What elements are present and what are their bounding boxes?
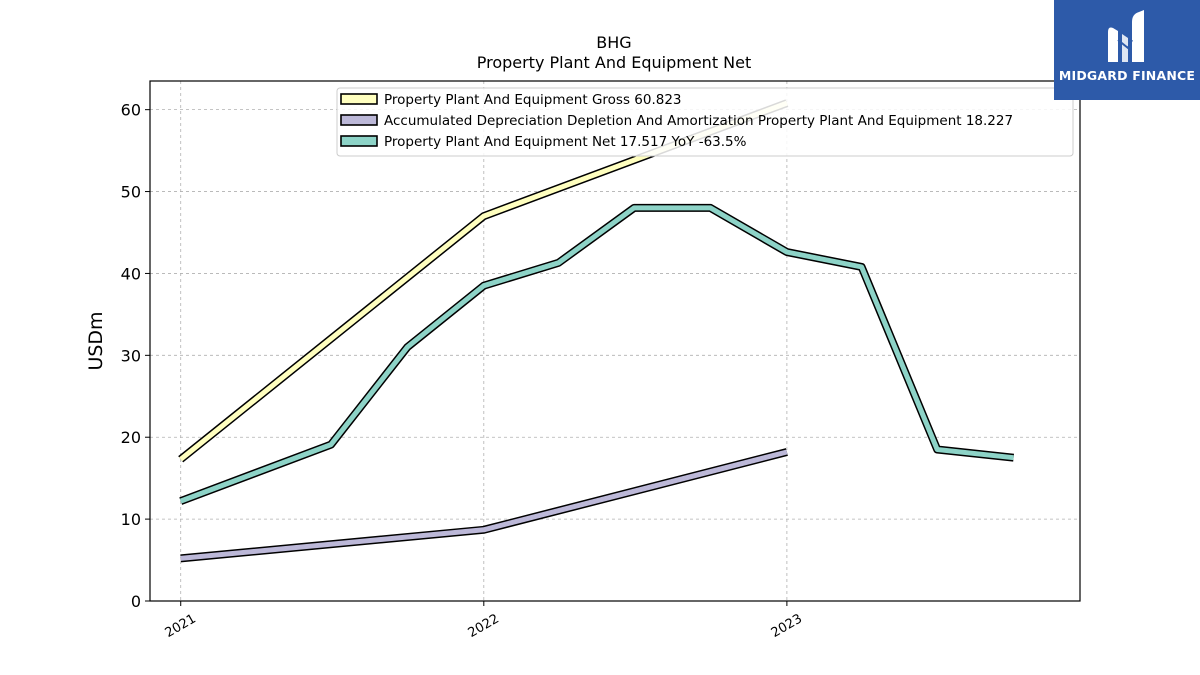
legend: Property Plant And Equipment Gross 60.82… [336,87,1074,157]
y-tick-label: 40 [121,264,141,283]
series-3 [179,203,1015,505]
series-line [179,205,1014,504]
legend-label: Property Plant And Equipment Net 17.517 … [384,134,747,150]
y-axis-label: USDm [85,311,107,370]
x-tick-label: 2022 [466,611,502,641]
legend-frame [336,87,1074,157]
y-axis: 0 10 20 30 40 50 60 [121,101,150,611]
y-tick-label: 30 [121,346,141,365]
y-tick-label: 0 [131,592,141,611]
midgard-finance-logo: MIDGARD FINANCE [1054,0,1200,100]
y-tick-label: 20 [121,428,141,447]
x-tick-label: 2021 [163,611,199,641]
x-axis: 2021 2022 2023 [163,601,805,641]
midgard-m-logo-icon [1108,10,1144,62]
series-line [180,449,788,561]
legend-label: Accumulated Depreciation Depletion And A… [384,113,1013,129]
legend-swatch [340,135,378,147]
series-2 [180,448,788,563]
y-tick-label: 50 [121,183,141,202]
chart-subtitle: Property Plant And Equipment Net [477,53,752,72]
y-tick-label: 60 [121,101,141,120]
series-lines [178,99,1015,563]
chart-title: BHG [596,33,631,52]
legend-label: Property Plant And Equipment Gross 60.82… [384,92,682,108]
grid-lines [150,81,1080,601]
y-tick-label: 10 [121,510,141,529]
logo-text: MIDGARD FINANCE [1058,68,1196,83]
x-tick-label: 2023 [769,611,805,641]
legend-swatch [340,93,378,105]
legend-swatch [340,114,378,126]
plot-area-frame [149,80,1081,602]
